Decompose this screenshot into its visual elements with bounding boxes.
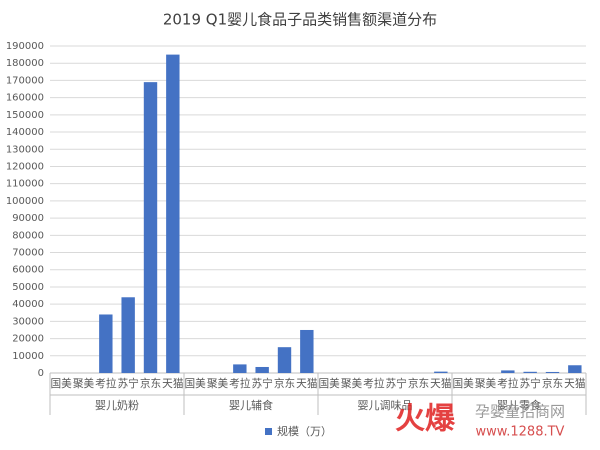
y-tick-label: 180000	[6, 58, 44, 69]
y-tick-label: 170000	[6, 75, 44, 86]
bar	[523, 371, 537, 373]
watermark-url: www.1288.TV	[476, 425, 565, 440]
x-tick-label: 国美	[453, 377, 474, 390]
bar	[300, 329, 314, 373]
y-tick-label: 140000	[6, 127, 44, 138]
bar	[255, 366, 269, 373]
bar	[277, 347, 292, 373]
group-label: 婴儿调味品	[358, 399, 413, 412]
y-tick-label: 30000	[12, 316, 44, 327]
x-tick-label: 京东	[542, 376, 563, 390]
y-tick-label: 90000	[12, 213, 44, 224]
x-tick-label: 苏宁	[520, 376, 541, 390]
x-tick-label: 天猫	[430, 377, 451, 390]
y-tick-label: 110000	[6, 179, 44, 190]
x-tick-label: 国美	[51, 377, 72, 390]
x-tick-label: 聚美	[475, 377, 496, 390]
watermark-site: 孕婴童招商网	[475, 403, 565, 421]
x-tick-label: 苏宁	[118, 376, 139, 390]
bar	[434, 371, 448, 373]
group-label: 婴儿辅食	[229, 398, 273, 412]
bar	[233, 364, 247, 373]
x-tick-label: 苏宁	[252, 376, 273, 390]
y-tick-label: 0	[38, 368, 44, 379]
x-tick-label: 考拉	[95, 376, 116, 390]
x-tick-label: 京东	[408, 376, 429, 390]
x-tick-label: 考拉	[363, 376, 384, 390]
x-tick-label: 聚美	[73, 377, 94, 390]
y-tick-label: 20000	[12, 334, 44, 345]
x-tick-label: 京东	[140, 376, 161, 390]
y-tick-label: 60000	[12, 265, 44, 276]
x-tick-label: 聚美	[207, 377, 228, 390]
x-tick-label: 国美	[185, 377, 206, 390]
bar	[121, 297, 135, 373]
x-tick-label: 聚美	[341, 377, 362, 390]
x-tick-label: 考拉	[497, 376, 518, 390]
legend-swatch	[265, 428, 272, 435]
bar	[166, 54, 180, 374]
y-tick-label: 50000	[12, 282, 44, 293]
y-tick-label: 70000	[12, 248, 44, 259]
bar	[501, 370, 515, 373]
y-tick-label: 150000	[6, 110, 44, 121]
y-tick-label: 120000	[6, 161, 44, 172]
group-label: 婴儿零食	[497, 398, 541, 412]
bar	[568, 365, 582, 373]
chart-title: 2019 Q1婴儿食品子品类销售额渠道分布	[163, 11, 437, 29]
y-tick-label: 40000	[12, 299, 44, 310]
y-tick-label: 10000	[12, 351, 44, 362]
y-tick-label: 80000	[12, 230, 44, 241]
bar	[545, 371, 560, 373]
x-tick-label: 天猫	[564, 377, 585, 390]
y-tick-label: 130000	[6, 144, 44, 155]
x-tick-label: 京东	[274, 376, 295, 390]
y-tick-label: 100000	[6, 196, 44, 207]
bar	[143, 82, 158, 374]
legend-label: 规模（万）	[277, 424, 332, 438]
x-tick-label: 天猫	[162, 377, 183, 390]
group-label: 婴儿奶粉	[95, 398, 139, 412]
x-tick-label: 国美	[319, 377, 340, 390]
x-tick-label: 考拉	[229, 376, 250, 390]
y-tick-label: 190000	[6, 41, 44, 52]
y-tick-label: 160000	[6, 93, 44, 104]
watermark-brand: 火爆	[395, 402, 456, 437]
x-tick-label: 天猫	[296, 377, 317, 390]
x-tick-label: 苏宁	[386, 376, 407, 390]
bar	[99, 314, 113, 373]
